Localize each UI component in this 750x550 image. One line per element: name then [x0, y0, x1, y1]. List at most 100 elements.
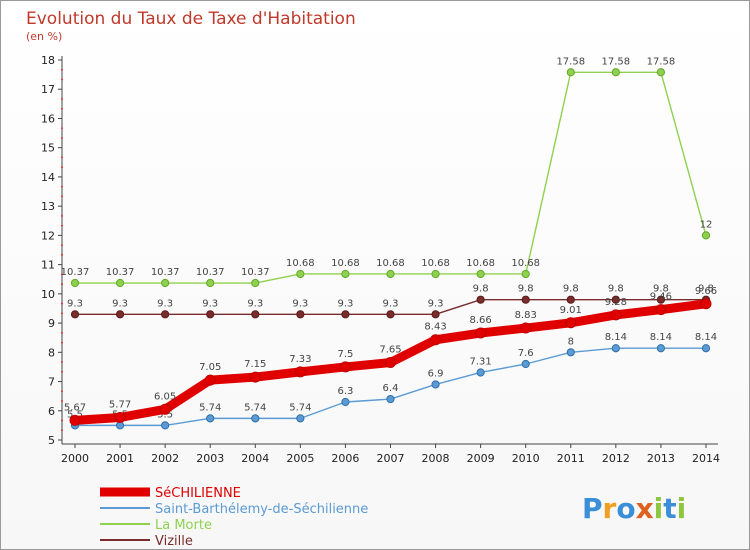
data-point: [206, 310, 215, 319]
y-tick-label: 16: [41, 112, 55, 125]
data-point: [206, 414, 215, 423]
y-tick-label: 6: [48, 405, 55, 418]
x-tick-label: 2002: [151, 452, 179, 465]
data-point: [701, 344, 711, 353]
y-minor-tick: [61, 78, 63, 81]
data-point: [115, 310, 125, 319]
data-label: 10.68: [421, 258, 450, 269]
x-tick-label: 2012: [602, 452, 630, 465]
y-minor-tick: [61, 419, 63, 422]
data-label: 9.8: [608, 284, 624, 295]
x-tick-label: 2001: [106, 452, 134, 465]
data-label: 6.4: [383, 383, 399, 394]
y-tick-label: 18: [41, 54, 55, 67]
data-point: [251, 414, 260, 423]
x-tick-label: 2005: [286, 452, 314, 465]
chart-subtitle: (en %): [26, 30, 62, 43]
y-minor-tick: [61, 361, 63, 364]
data-point: [386, 310, 395, 319]
data-point: [521, 295, 530, 304]
data-point: [475, 327, 487, 339]
data-point: [384, 357, 396, 369]
data-point: [431, 380, 440, 389]
data-label: 9.3: [157, 298, 173, 309]
data-point: [296, 269, 305, 279]
data-point: [430, 334, 442, 346]
legend-label: Vizille: [155, 534, 193, 549]
y-tick-label: 13: [41, 200, 55, 213]
y-minor-tick: [61, 97, 63, 100]
data-point: [70, 310, 80, 319]
data-label: 8.14: [695, 332, 717, 343]
y-minor-tick: [61, 312, 63, 315]
legend-label: La Morte: [155, 518, 212, 533]
data-label: 7.33: [289, 354, 311, 365]
data-point: [159, 403, 171, 415]
data-point: [339, 361, 351, 373]
data-label: 9.3: [67, 298, 83, 309]
y-tick-label: 9: [48, 317, 55, 330]
data-label: 8.14: [605, 332, 627, 343]
data-label: 5.74: [244, 402, 266, 413]
data-label: 10.37: [196, 267, 225, 278]
data-label: 9.8: [653, 284, 669, 295]
data-label: 9.3: [337, 298, 353, 309]
data-point: [476, 269, 485, 279]
data-point: [520, 322, 532, 334]
data-point: [161, 421, 170, 430]
y-minor-tick: [61, 341, 63, 344]
data-point: [566, 295, 575, 304]
proxiti-logo: Proxiti: [582, 492, 686, 525]
data-label: 10.37: [151, 267, 180, 278]
y-minor-tick: [61, 370, 63, 373]
x-tick-label: 2014: [692, 452, 720, 465]
data-point: [521, 359, 530, 369]
y-tick-label: 17: [41, 83, 55, 96]
data-point: [611, 344, 620, 353]
data-label: 9.3: [112, 298, 128, 309]
y-tick-label: 8: [48, 346, 55, 359]
data-label: 9.8: [518, 284, 534, 295]
data-point: [206, 278, 215, 288]
y-minor-tick: [61, 68, 63, 71]
y-tick-label: 5: [48, 434, 55, 447]
series-line-2: [74, 71, 707, 284]
data-label: 8.43: [424, 322, 446, 333]
data-point: [656, 295, 666, 304]
y-minor-tick: [61, 331, 63, 334]
y-tick-label: 11: [41, 259, 55, 272]
y-minor-tick: [61, 214, 63, 217]
data-label: 7.05: [199, 362, 221, 373]
data-label: 10.68: [286, 258, 315, 269]
data-point: [249, 371, 261, 383]
data-point: [251, 278, 260, 288]
data-label: 9.28: [605, 297, 627, 308]
data-point: [655, 304, 667, 316]
data-label: 5.5: [157, 409, 173, 420]
data-label: 8.66: [469, 315, 491, 326]
data-label: 9.3: [383, 298, 399, 309]
x-tick-label: 2010: [512, 452, 540, 465]
data-label: 10.68: [511, 258, 540, 269]
data-label: 9.01: [560, 305, 582, 316]
data-label: 5.74: [289, 402, 311, 413]
data-label: 10.68: [331, 258, 360, 269]
data-label: 7.31: [469, 356, 491, 367]
y-tick-label: 14: [41, 171, 55, 184]
data-label: 6.9: [428, 368, 444, 379]
y-minor-tick: [61, 253, 63, 256]
data-point: [611, 68, 620, 77]
y-minor-tick: [61, 107, 63, 110]
y-minor-tick: [61, 195, 63, 198]
data-point: [701, 231, 711, 240]
data-label: 9.8: [698, 284, 714, 295]
data-label: 7.5: [337, 349, 353, 360]
y-minor-tick: [61, 400, 63, 403]
x-tick-label: 2003: [196, 452, 224, 465]
data-label: 5.5: [67, 409, 83, 420]
y-minor-tick: [61, 156, 63, 159]
y-tick-label: 10: [41, 288, 55, 301]
data-point: [161, 278, 170, 288]
data-label: 17.58: [602, 56, 631, 67]
y-tick-label: 7: [48, 376, 55, 389]
